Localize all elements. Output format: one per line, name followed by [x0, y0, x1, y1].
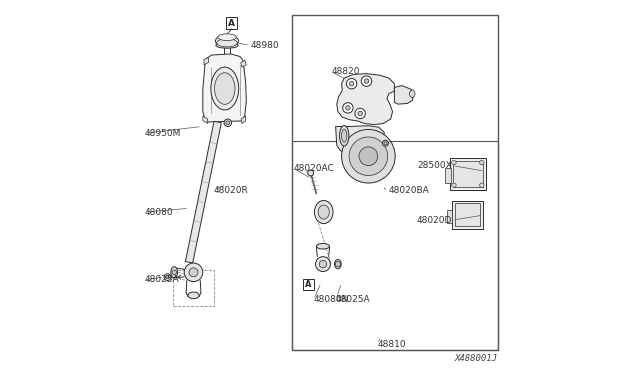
Circle shape: [166, 276, 169, 279]
Polygon shape: [394, 86, 413, 104]
Ellipse shape: [335, 260, 341, 269]
Text: A: A: [228, 19, 235, 28]
Circle shape: [384, 142, 387, 145]
Circle shape: [359, 147, 378, 166]
Text: 48020AC: 48020AC: [293, 164, 334, 173]
Circle shape: [452, 183, 456, 187]
Circle shape: [364, 79, 369, 83]
Text: 48020BA: 48020BA: [388, 186, 429, 195]
Text: 48950M: 48950M: [145, 129, 180, 138]
Text: 48820: 48820: [331, 67, 360, 76]
Bar: [453, 161, 483, 187]
Circle shape: [335, 262, 340, 267]
Text: A: A: [305, 280, 311, 289]
Circle shape: [355, 108, 365, 119]
Ellipse shape: [214, 73, 235, 104]
Text: 28500X: 28500X: [417, 161, 452, 170]
Bar: [303, 279, 314, 290]
Text: 48020D: 48020D: [417, 216, 452, 225]
Circle shape: [479, 183, 484, 187]
Bar: [447, 210, 452, 223]
Bar: [292, 15, 498, 350]
Bar: [452, 201, 483, 229]
Circle shape: [479, 160, 484, 165]
Circle shape: [349, 81, 354, 86]
Ellipse shape: [171, 267, 177, 278]
Bar: [445, 168, 451, 183]
Text: 48080N: 48080N: [314, 295, 349, 304]
Circle shape: [342, 103, 353, 113]
Circle shape: [316, 257, 330, 272]
Circle shape: [226, 121, 230, 125]
Text: 48025A: 48025A: [336, 295, 371, 304]
Circle shape: [362, 76, 372, 86]
Circle shape: [349, 137, 388, 176]
Polygon shape: [203, 116, 207, 124]
Circle shape: [319, 260, 326, 268]
Polygon shape: [241, 116, 246, 124]
Bar: [450, 158, 486, 190]
Circle shape: [184, 263, 203, 282]
Circle shape: [189, 268, 198, 277]
Circle shape: [342, 129, 395, 183]
Polygon shape: [241, 60, 246, 67]
Circle shape: [172, 270, 177, 275]
Bar: [454, 203, 480, 226]
Bar: [292, 141, 498, 350]
Ellipse shape: [342, 129, 347, 142]
Text: 48020R: 48020R: [214, 186, 249, 195]
Bar: [225, 17, 237, 29]
Ellipse shape: [216, 35, 239, 47]
Circle shape: [164, 274, 171, 280]
Ellipse shape: [216, 42, 238, 48]
Polygon shape: [335, 126, 385, 154]
Circle shape: [383, 140, 388, 146]
Circle shape: [346, 106, 350, 110]
Ellipse shape: [316, 244, 330, 249]
Ellipse shape: [217, 39, 237, 47]
Circle shape: [224, 119, 232, 126]
Ellipse shape: [410, 90, 415, 97]
Text: 48980: 48980: [250, 41, 278, 50]
Ellipse shape: [211, 67, 239, 110]
Polygon shape: [337, 74, 394, 125]
Text: 48080: 48080: [145, 208, 173, 217]
Ellipse shape: [218, 34, 236, 41]
Bar: [173, 270, 214, 306]
Text: 48810: 48810: [378, 340, 406, 349]
Ellipse shape: [188, 292, 199, 299]
Ellipse shape: [340, 125, 349, 146]
Text: 48025A: 48025A: [145, 275, 179, 284]
Circle shape: [308, 170, 314, 176]
Circle shape: [452, 160, 456, 165]
Polygon shape: [186, 121, 221, 263]
Ellipse shape: [344, 133, 378, 150]
Polygon shape: [204, 58, 209, 65]
Ellipse shape: [318, 205, 330, 219]
Circle shape: [346, 78, 357, 89]
Ellipse shape: [314, 201, 333, 224]
Polygon shape: [203, 54, 246, 122]
Text: X488001J: X488001J: [455, 354, 498, 363]
Circle shape: [358, 111, 362, 116]
